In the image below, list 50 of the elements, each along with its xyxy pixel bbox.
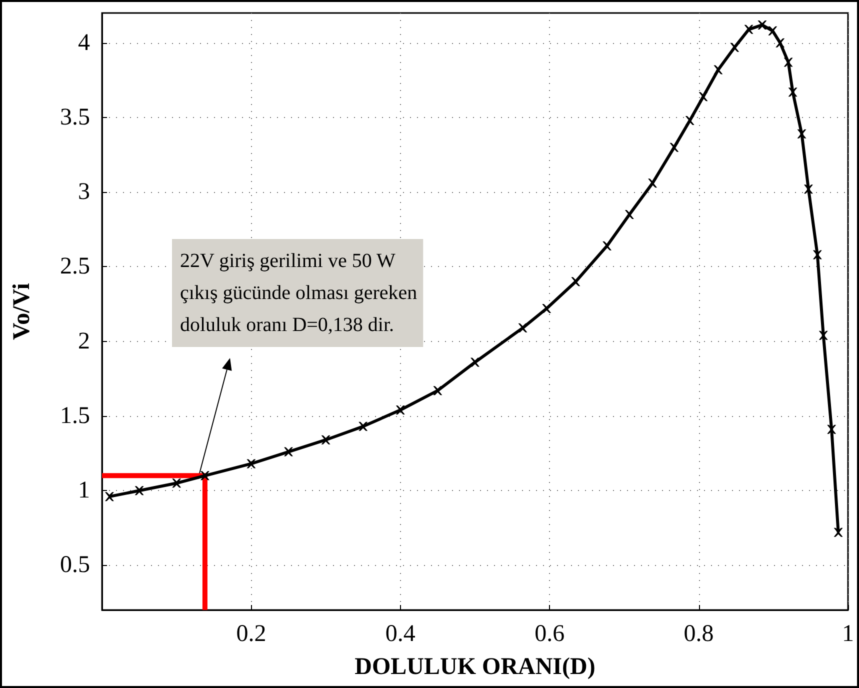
y-tick-label: 3.5: [60, 104, 90, 130]
y-tick-label: 1.5: [60, 402, 90, 429]
x-tick-label: 0.2: [236, 621, 266, 647]
point: [804, 184, 813, 194]
point: [321, 435, 330, 444]
point: [470, 358, 480, 367]
point: [784, 58, 793, 67]
point: [768, 26, 778, 36]
x-tick-label: 0.8: [684, 621, 714, 647]
point: [134, 486, 144, 496]
point: [776, 38, 785, 48]
point: [396, 406, 405, 415]
y-tick-label: 4: [78, 30, 90, 56]
x-axis-title: DOLULUK ORANI(D): [354, 654, 596, 680]
point: [104, 492, 114, 502]
y-tick-label: 0.5: [60, 552, 90, 578]
point: [818, 330, 828, 340]
y-tick-label: 1: [78, 478, 90, 504]
point: [827, 424, 836, 434]
point: [542, 304, 552, 314]
y-axis-title: Vo/Vi: [9, 282, 35, 340]
point: [358, 422, 368, 431]
point: [246, 459, 256, 468]
point: [433, 386, 442, 396]
point: [284, 447, 293, 456]
point: [648, 178, 658, 188]
point: [624, 210, 634, 219]
x-tick-label: 1: [842, 621, 854, 647]
point: [758, 20, 767, 30]
point: [685, 116, 694, 125]
y-tick-label: 2: [78, 328, 90, 354]
point: [730, 42, 740, 52]
point: [602, 241, 612, 250]
point: [172, 478, 182, 488]
point: [714, 65, 723, 74]
point: [834, 528, 843, 537]
point: [698, 92, 708, 102]
y-tick-label: 2.5: [60, 254, 90, 280]
point: [797, 129, 806, 138]
point: [788, 88, 798, 97]
annotation: 22V giriş gerilimi ve 50 W çıkış gücünde olması gereken doluluk oranı D=0,138 dir.: [180, 250, 418, 336]
point: [200, 471, 210, 480]
x-tick-label: 0.6: [534, 621, 565, 647]
point: [812, 250, 822, 260]
point: [744, 24, 754, 34]
point: [670, 142, 679, 152]
point: [571, 277, 580, 286]
y-tick-label: 3: [78, 179, 90, 206]
x-tick-label: 0.4: [385, 621, 416, 647]
point: [518, 323, 528, 332]
